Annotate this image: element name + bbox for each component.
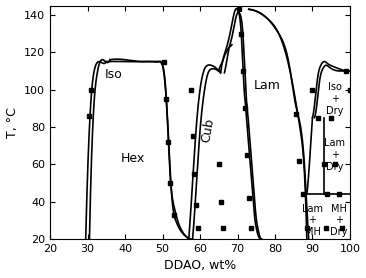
X-axis label: DDAO, wt%: DDAO, wt%: [164, 259, 236, 272]
Text: Lam
+
Dry: Lam + Dry: [324, 138, 346, 172]
Text: Iso
+
Dry: Iso + Dry: [326, 82, 344, 116]
Text: Hex: Hex: [120, 152, 145, 165]
Text: MH
+
Dry: MH + Dry: [330, 204, 347, 237]
Text: Lam: Lam: [254, 80, 281, 92]
Text: Iso: Iso: [105, 68, 123, 81]
Text: Cub: Cub: [199, 118, 216, 144]
Text: Lam
+
MH: Lam + MH: [302, 204, 323, 237]
Y-axis label: T, °C: T, °C: [5, 107, 19, 138]
